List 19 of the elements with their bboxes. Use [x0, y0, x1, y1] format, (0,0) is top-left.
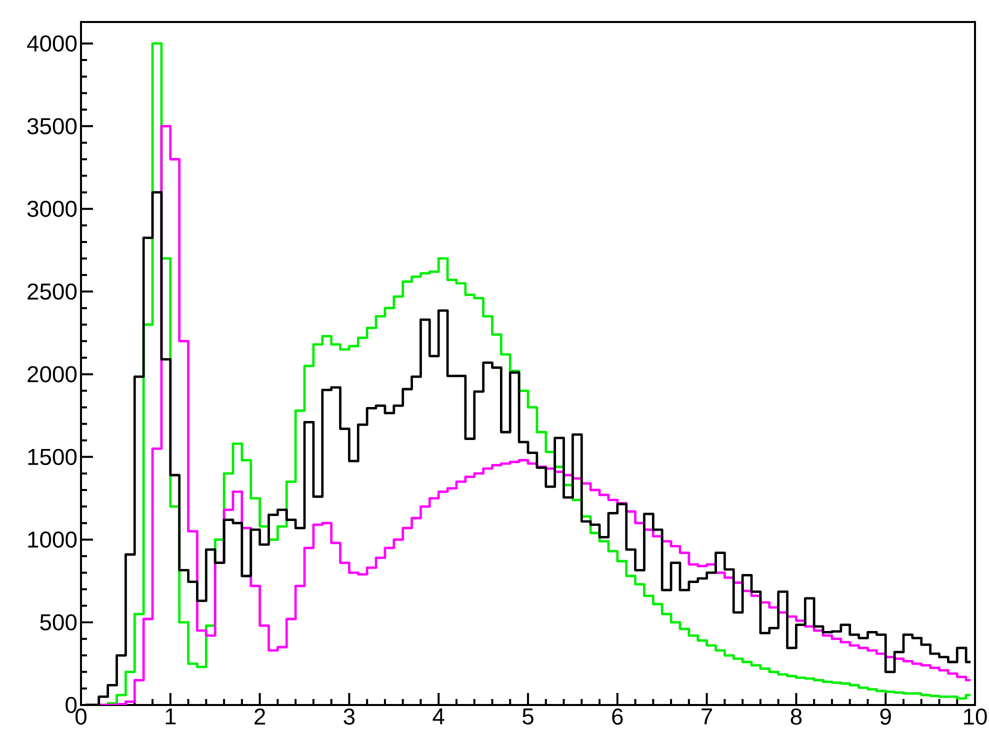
y-tick-label: 4000: [27, 35, 77, 52]
x-tick-label: 3: [344, 708, 355, 725]
x-tick-label: 8: [790, 708, 802, 725]
y-tick-label: 1000: [28, 532, 77, 548]
y-tick-label: 500: [40, 614, 77, 630]
y-tick-label: 3500: [27, 118, 77, 134]
x-tick-label: 2: [254, 708, 266, 725]
x-tick-label: 1: [166, 708, 176, 724]
x-tick-label: 10: [964, 708, 987, 725]
y-tick-label: 1500: [28, 448, 77, 466]
x-tick-label: 9: [880, 708, 891, 725]
x-tick-label: 6: [612, 708, 623, 725]
x-tick-label: 5: [522, 708, 534, 725]
x-tick-label: 4: [432, 708, 444, 724]
y-tick-label: 2000: [28, 366, 77, 382]
y-tick-label: 3000: [27, 200, 77, 217]
y-tick-label: 0: [66, 696, 77, 714]
x-tick-label: 7: [702, 708, 712, 724]
y-tick-label: 2500: [28, 283, 77, 300]
